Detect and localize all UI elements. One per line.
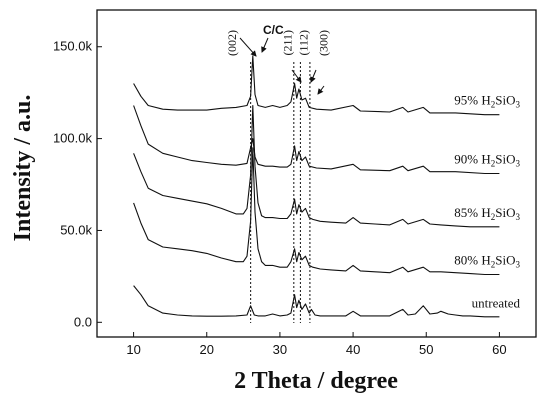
x-tick-label: 60 (492, 342, 506, 357)
series-label: 95% H2SiO3 (454, 93, 520, 110)
peak-label: (300) (316, 30, 330, 56)
series-label: 90% H2SiO3 (454, 152, 520, 169)
x-tick-label: 30 (273, 342, 287, 357)
x-tick-label: 40 (346, 342, 360, 357)
reference-lines (250, 62, 311, 323)
x-tick-label: 10 (126, 342, 140, 357)
annotation-arrows (239, 37, 325, 95)
series-label: 80% H2SiO3 (454, 253, 520, 270)
peak-label: (211) (281, 30, 295, 56)
series-label: 85% H2SiO3 (454, 205, 520, 222)
series-label: untreated (472, 296, 521, 311)
peak-label: (002) (225, 30, 239, 56)
x-axis-ticks: 10 20 30 40 50 60 (126, 332, 507, 357)
series-line (133, 55, 500, 116)
series-line (133, 105, 500, 175)
peak-label: (112) (297, 30, 311, 56)
y-axis-title: Intensity / a.u. (10, 95, 36, 242)
x-axis-title: 2 Theta / degree (234, 368, 398, 393)
plot-frame (96, 9, 537, 338)
annotation-arrow (239, 37, 257, 57)
annotation-arrow (291, 69, 302, 83)
annotation-arrow (317, 85, 325, 95)
annotation-arrow (310, 69, 317, 83)
series-line (133, 147, 500, 276)
series-group (133, 55, 500, 318)
peak-labels: (002) (211) (112) (300) (225, 30, 330, 56)
y-tick-label: 100.0k (53, 131, 93, 146)
annotation-arrow (261, 37, 269, 53)
x-tick-label: 50 (419, 342, 433, 357)
y-axis-ticks: 0.0 50.0k 100.0k 150.0k (53, 39, 102, 329)
y-tick-label: 50.0k (60, 222, 92, 237)
series-line (133, 285, 500, 318)
y-tick-label: 150.0k (53, 39, 93, 54)
y-tick-label: 0.0 (74, 314, 92, 329)
series-line (133, 104, 500, 228)
x-tick-label: 20 (200, 342, 214, 357)
cc-annotation: C/C (263, 23, 284, 37)
series-labels: untreated 80% H2SiO3 85% H2SiO3 90% H2SiO3 9… (454, 93, 520, 311)
